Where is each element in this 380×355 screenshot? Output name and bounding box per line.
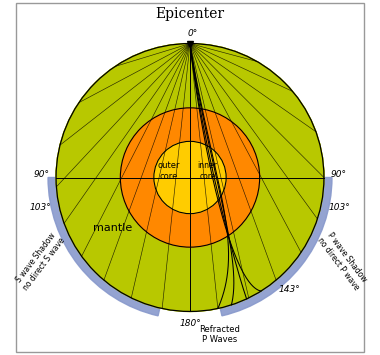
- Text: outer
core: outer core: [157, 161, 180, 180]
- Circle shape: [56, 44, 324, 311]
- Text: Refracted
P Waves: Refracted P Waves: [199, 325, 240, 344]
- Circle shape: [154, 141, 226, 214]
- Text: 103°: 103°: [329, 203, 350, 212]
- Circle shape: [120, 108, 260, 247]
- Text: 180°: 180°: [179, 320, 201, 328]
- Text: mantle: mantle: [93, 223, 132, 233]
- Text: 0°: 0°: [188, 29, 198, 38]
- Text: 103°: 103°: [30, 203, 51, 212]
- Wedge shape: [48, 178, 163, 316]
- Circle shape: [56, 44, 324, 311]
- Text: 90°: 90°: [331, 170, 347, 179]
- Wedge shape: [217, 178, 332, 316]
- Text: inner
core: inner core: [198, 161, 217, 180]
- Text: 143°: 143°: [279, 285, 301, 294]
- Text: 90°: 90°: [33, 170, 49, 179]
- Text: P wave Shadow
no direct P wave: P wave Shadow no direct P wave: [316, 229, 370, 292]
- Text: Epicenter: Epicenter: [155, 7, 225, 21]
- Text: S wave Shadow
no direct S wave: S wave Shadow no direct S wave: [13, 229, 67, 292]
